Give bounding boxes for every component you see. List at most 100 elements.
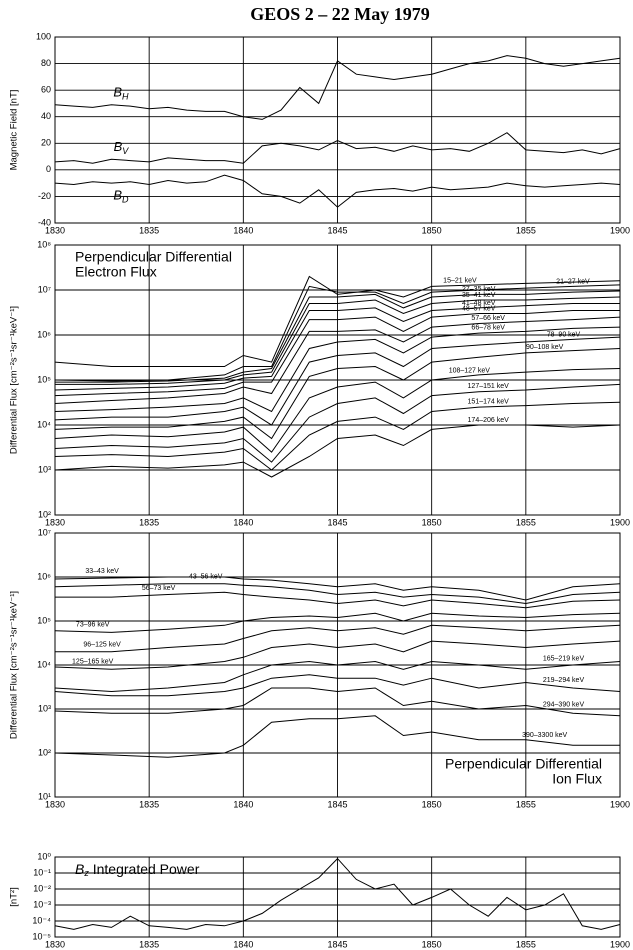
series-label: 96–125 keV [83,642,121,649]
y-tick-label: 10¹ [38,791,51,801]
y-tick-label: 10⁷ [38,284,51,294]
series-line [54,687,621,717]
series-line [54,674,621,697]
series-label: BD [113,188,129,205]
y-tick-label: 40 [41,111,51,121]
x-tick-label: 1835 [139,799,159,809]
series-line [54,401,621,471]
series-label: 41–48 keV [462,300,496,307]
series-line [54,424,621,478]
y-tick-label: 10⁸ [37,239,51,249]
annotation-subscript: z [83,868,89,878]
series-label: 78–90 keV [547,332,581,339]
y-tick-label: -40 [38,217,51,227]
series-label: 151–174 keV [468,399,510,406]
series-line [54,275,621,367]
series-label: BV [114,139,130,156]
y-tick-label: 60 [41,85,51,95]
y-tick-label: 10⁵ [37,615,51,625]
series-label: 35–41 keV [462,292,496,299]
y-tick-label: 10⁻¹ [33,867,51,877]
y-axis-label: Magnetic Field [nT] [9,90,20,171]
y-tick-label: 100 [36,31,51,41]
x-tick-label: 1845 [327,517,347,527]
y-tick-label: 10⁴ [37,419,51,429]
series-subscript: D [122,195,129,205]
y-tick-label: 10³ [38,703,51,713]
series-symbol: B [114,139,123,154]
series-label: 66–78 keV [471,325,505,332]
series-label: 21–27 keV [556,278,590,285]
series-label: 56–73 keV [142,585,176,592]
series-line [54,348,621,440]
annotation: Electron Flux [75,264,157,280]
x-tick-label: 1840 [233,799,253,809]
series-line [54,715,620,758]
annotation-symbol: B [75,861,84,877]
x-tick-label: 1850 [422,799,442,809]
y-tick-label: 80 [41,58,51,68]
series-subscript: H [122,92,129,102]
plot-frame [54,856,621,938]
series-label: 27–35 keV [462,286,496,293]
y-tick-label: 10⁶ [37,329,51,339]
x-tick-label: 1900 [610,517,630,527]
y-tick-label: 10² [38,509,51,519]
series-line [54,583,621,605]
series-line [54,174,621,208]
x-tick-label: 1830 [45,517,65,527]
series-line [54,640,621,670]
series-line [54,132,621,164]
x-tick-label: 1845 [327,939,347,949]
y-tick-label: 10⁷ [38,527,51,537]
x-tick-label: 1830 [45,799,65,809]
annotation: Perpendicular Differential [75,249,232,265]
y-tick-label: -20 [38,191,51,201]
series-line [55,290,621,383]
y-axis-label: [nT²] [9,887,20,907]
y-tick-label: 10⁻² [33,883,51,893]
y-tick-label: 10⁻⁴ [32,915,51,925]
series-line [54,316,621,404]
annotation: Ion Flux [552,771,602,787]
x-tick-label: 1855 [516,939,536,949]
figure-title: GEOS 2 – 22 May 1979 [250,4,430,24]
series-label: 57–66 keV [471,315,505,322]
x-tick-label: 1835 [139,225,159,235]
series-line [54,55,621,120]
y-tick-label: 20 [41,138,51,148]
series-label: 219–294 keV [543,677,585,684]
x-tick-label: 1855 [516,799,536,809]
x-tick-label: 1900 [610,799,630,809]
series-line [54,336,621,426]
series-label: BH [113,85,129,102]
plot-frame [54,36,621,224]
series-line [54,576,621,601]
x-tick-label: 1835 [139,939,159,949]
x-tick-label: 1900 [610,225,630,235]
series-symbol: B [113,188,122,203]
x-tick-label: 1845 [327,225,347,235]
series-label: 33–43 keV [85,568,119,575]
x-tick-label: 1835 [139,517,159,527]
x-tick-label: 1900 [610,939,630,949]
series-line [54,857,621,930]
series-line [54,660,621,693]
y-axis-label: Differential Flux [cm⁻²s⁻¹sr⁻¹keV⁻¹] [9,306,20,454]
x-tick-label: 1855 [516,517,536,527]
series-line [54,310,620,397]
series-line [55,624,621,653]
series-label: 294–390 keV [543,702,585,709]
series-line [54,368,621,453]
series-label: 15–21 keV [443,277,477,284]
series-label: 125–165 keV [72,658,114,665]
series-label: 43–56 keV [189,574,223,581]
annotation-text: Integrated Power [89,861,200,877]
y-axis-label: Differential Flux [cm⁻²s⁻¹sr⁻¹keV⁻¹] [9,591,20,739]
x-tick-label: 1840 [233,939,253,949]
y-tick-label: 10⁻³ [33,899,51,909]
series-subscript: V [122,146,129,156]
series-label: 174–206 keV [468,417,510,424]
plot-frame [54,532,621,798]
